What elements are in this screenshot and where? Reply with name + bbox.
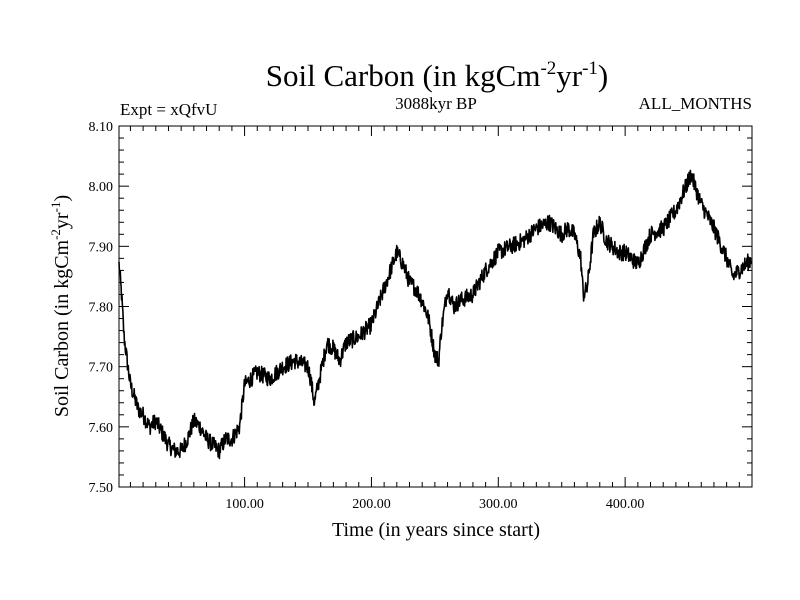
y-axis-label: Soil Carbon (in kgCm-2yr-1) — [48, 195, 73, 417]
y-axis: 7.50 7.60 7.70 7.80 7.90 8.00 8.10 — [89, 120, 752, 496]
months-label: ALL_MONTHS — [639, 94, 752, 113]
x-tick-label: 100.00 — [225, 497, 264, 512]
x-axis-label: Time (in years since start) — [332, 519, 540, 541]
experiment-label: Expt = xQfvU — [120, 100, 217, 119]
series-group — [118, 169, 753, 460]
period-label: 3088kyr BP — [395, 94, 477, 113]
chart-title: Soil Carbon (in kgCm-2yr-1) — [266, 58, 609, 93]
y-tick-label: 8.00 — [89, 180, 114, 195]
y-tick-label: 8.10 — [89, 120, 114, 135]
x-tick-label: 200.00 — [352, 497, 391, 512]
plot-area — [118, 125, 753, 488]
y-tick-label: 7.50 — [89, 481, 114, 496]
x-axis: 100.00 200.00 300.00 400.00 — [129, 126, 740, 512]
y-tick-label: 7.80 — [89, 301, 114, 316]
series-line-soil-carbon — [118, 169, 753, 460]
y-tick-label: 7.90 — [89, 240, 114, 255]
y-tick-label: 7.70 — [89, 361, 114, 376]
x-tick-label: 400.00 — [606, 497, 645, 512]
y-tick-label: 7.60 — [89, 421, 114, 436]
x-tick-label: 300.00 — [479, 497, 518, 512]
